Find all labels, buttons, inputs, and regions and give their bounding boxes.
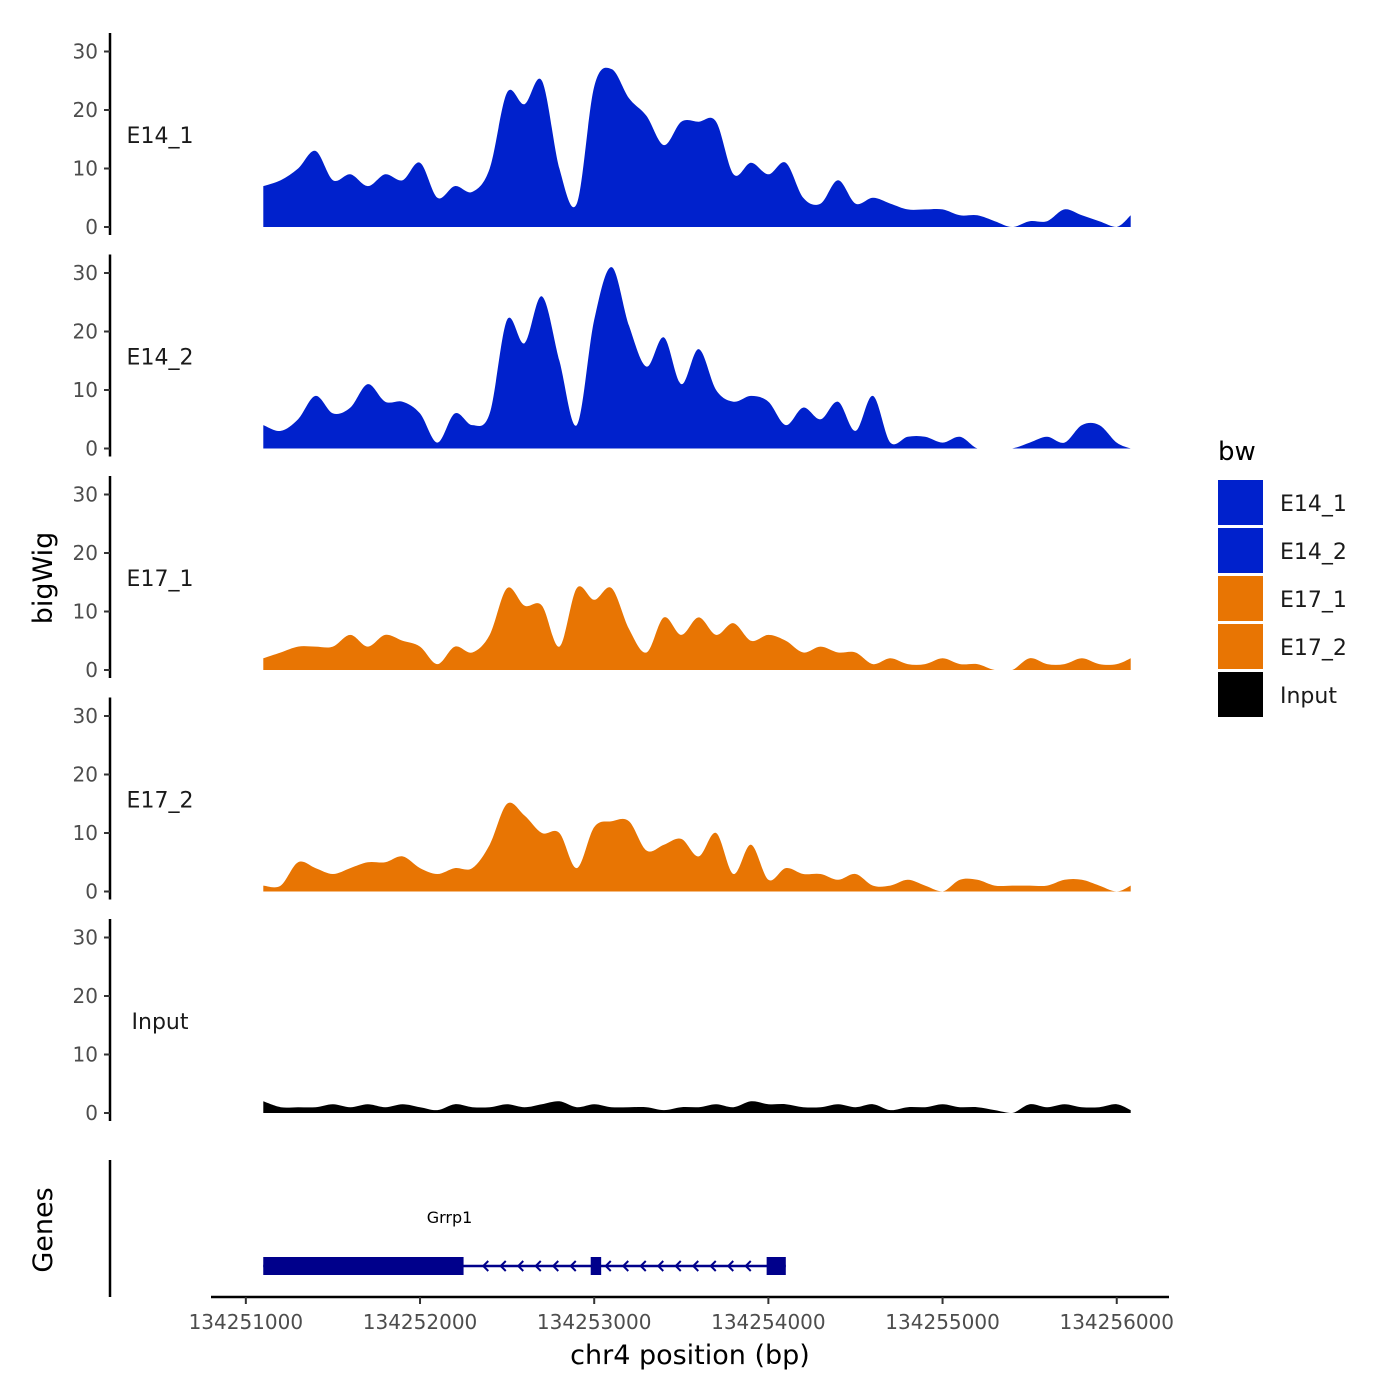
legend-title: bw [1218,437,1256,467]
x-tick-label: 134253000 [537,1310,652,1334]
legend-swatch-e17-1 [1218,576,1263,621]
coverage-area-e14-1 [263,67,1131,227]
y-tick-label: 20 [73,984,98,1008]
x-tick-label: 134254000 [711,1310,826,1334]
track-e17-1: 0 10 20 30 E17_1 [73,476,1131,682]
coverage-area-e17-1 [263,586,1131,670]
y-tick-label: 20 [73,763,98,787]
y-tick-label: 30 [73,926,98,950]
track-label: E17_1 [127,567,194,592]
strand-arrow [551,1260,559,1272]
y-tick-label: 10 [73,600,98,624]
strand-arrow [709,1260,717,1272]
y-tick-label: 20 [73,541,98,565]
legend-label: E14_2 [1280,540,1347,565]
y-tick-label: 0 [85,1101,98,1125]
y-tick-label: 30 [73,261,98,285]
gene-label: Grrp1 [427,1208,473,1227]
legend-label: E14_1 [1280,492,1347,517]
y-tick-label: 0 [85,880,98,904]
x-tick-label: 134251000 [189,1310,304,1334]
gene-grrp1: Grrp1 [263,1208,786,1275]
legend-label: Input [1280,684,1337,709]
track-label: E14_1 [127,124,194,149]
strand-arrow [516,1260,524,1272]
strand-arrow [639,1260,647,1272]
track-e14-1: 0 10 20 30 E14_1 [73,33,1131,239]
coverage-area-e14-2 [263,267,1131,449]
y-tick-label: 0 [85,215,98,239]
y-tick-label: 20 [73,98,98,122]
x-tick-label: 134252000 [363,1310,478,1334]
strand-arrow [621,1260,629,1272]
coverage-area-input [263,1101,1131,1113]
track-label: E17_2 [127,789,194,814]
x-axis: 134251000 134252000 134253000 134254000 1342… [189,1295,1174,1334]
strand-arrow [726,1260,734,1272]
coverage-area-e17-2 [263,802,1131,892]
genes-axis-title: Genes [28,1187,59,1272]
coverage-tracks: 0 10 20 30 E14_1 0 10 20 30 E14_2 0 10 20 30 E17_1 0 10 2… [73,33,1131,1125]
strand-arrow [691,1260,699,1272]
x-tick-label: 134255000 [885,1310,1000,1334]
strand-arrow [481,1260,489,1272]
gene-panel: Grrp1 [108,1160,786,1297]
strand-arrow [499,1260,507,1272]
y-tick-label: 10 [73,1043,98,1067]
legend-swatch-e17-2 [1218,624,1263,669]
x-tick-label: 134256000 [1059,1310,1174,1334]
legend-swatch-e14-1 [1218,480,1263,525]
y-tick-label: 10 [73,821,98,845]
legend: bw E14_1 E14_2 E17_1 E17_2 Input [1218,437,1347,717]
strand-arrow [534,1260,542,1272]
track-label: E14_2 [127,346,194,371]
legend-label: E17_1 [1280,588,1347,613]
track-e17-2: 0 10 20 30 E17_2 [73,697,1131,904]
strand-arrow [569,1260,577,1272]
legend-swatch-input [1218,672,1263,717]
gene-exon [766,1257,786,1275]
y-tick-label: 10 [73,157,98,181]
strand-arrow [656,1260,664,1272]
y-tick-label: 0 [85,658,98,682]
y-axis-title: bigWig [28,532,59,625]
y-tick-label: 30 [73,40,98,64]
y-tick-label: 0 [85,437,98,461]
y-tick-label: 10 [73,378,98,402]
track-label: Input [132,1010,189,1035]
track-e14-2: 0 10 20 30 E14_2 [73,254,1131,461]
y-tick-label: 20 [73,320,98,344]
gene-exon [263,1257,464,1275]
strand-arrow [744,1260,752,1272]
gene-exon [590,1257,602,1275]
y-tick-label: 30 [73,483,98,507]
legend-label: E17_2 [1280,636,1347,661]
strand-arrow [604,1260,612,1272]
x-axis-title: chr4 position (bp) [570,1340,810,1371]
y-tick-label: 30 [73,704,98,728]
track-input: 0 10 20 30 Input [73,919,1131,1125]
legend-swatch-e14-2 [1218,528,1263,573]
strand-arrow [674,1260,682,1272]
